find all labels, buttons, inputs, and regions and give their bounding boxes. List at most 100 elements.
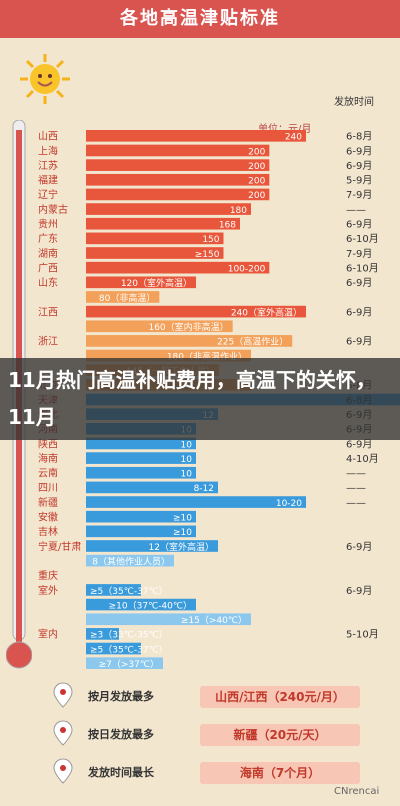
release-period: —— [346, 483, 366, 494]
release-period: 5-10月 [346, 629, 379, 641]
release-period: 6-9月 [346, 219, 372, 231]
bar-value-label: 225（高温作业） [217, 336, 288, 348]
bar [86, 642, 141, 655]
bar [86, 510, 196, 523]
header-bar [0, 0, 400, 38]
bar [86, 437, 196, 450]
bar-value-label: ≥5（35℃-37℃） [90, 644, 168, 655]
bar [86, 466, 196, 479]
release-period: —— [346, 205, 366, 216]
province-label: 辽宁 [38, 188, 58, 201]
bar [86, 173, 270, 186]
bar [86, 232, 224, 245]
province-label: 江苏 [38, 159, 58, 172]
bar [86, 628, 119, 640]
bar [86, 657, 163, 669]
bar [86, 305, 306, 318]
release-period: 6-8月 [346, 131, 372, 143]
caption-overlay [0, 358, 400, 440]
bar-value-label: ≥10（37℃-40℃） [109, 600, 192, 611]
bar-value-label: 12（室外高温） [149, 541, 214, 553]
summary-row: 按月发放最多 山西/江西（240元/月） [52, 682, 372, 712]
bar [86, 159, 270, 171]
summary-row: 发放时间最长 海南（7个月） [52, 758, 372, 788]
bar-value-label: 150 [202, 235, 219, 245]
bar-value-label: 240 [285, 133, 302, 143]
bar-value-label: 10-20 [276, 499, 302, 509]
bar-value-label: ≥10 [173, 514, 192, 524]
bar [86, 261, 270, 274]
bar-value-label: 120（室外高温） [121, 277, 192, 289]
province-label: 新疆 [38, 496, 58, 509]
release-period: 6-10月 [346, 233, 379, 245]
bar [86, 130, 306, 142]
bar [86, 291, 160, 303]
bar [86, 203, 251, 215]
bar [86, 598, 196, 611]
province-label: 室内 [38, 628, 58, 641]
province-label: 广东 [38, 232, 58, 245]
bar [86, 320, 233, 333]
summary-label: 按月发放最多 [88, 690, 154, 703]
province-label: 陕西 [38, 437, 58, 450]
bar-value-label: 200 [248, 147, 265, 157]
bar [86, 144, 270, 157]
province-label: 四川 [38, 483, 58, 494]
province-label: 山西 [38, 131, 58, 143]
bar-value-label: ≥10 [173, 528, 192, 538]
release-period: 6-9月 [346, 438, 372, 450]
release-period: 6-9月 [346, 585, 372, 597]
bar-value-label: ≥150 [195, 250, 220, 260]
bar-value-label: 240（室外高温） [231, 306, 302, 318]
release-period: 6-9月 [346, 145, 372, 157]
summary-row: 按日发放最多 新疆（20元/天） [52, 720, 372, 750]
bar-value-label: 200 [248, 162, 265, 172]
release-period: 6-10月 [346, 262, 379, 274]
bar [86, 276, 196, 289]
release-period: 6-9月 [346, 277, 372, 289]
sun-icon [20, 54, 70, 104]
summary-label: 发放时间最长 [88, 766, 154, 779]
province-label: 海南 [38, 452, 58, 465]
bar-value-label: 10 [181, 455, 193, 465]
bar-value-label: 80（非高温） [99, 292, 155, 304]
release-period: 6-9月 [346, 336, 372, 348]
bar [86, 217, 240, 230]
bar-value-label: 160（室内非高温） [148, 321, 228, 333]
release-period: 6-9月 [346, 541, 372, 553]
bar-value-label: ≥5（35℃-37℃） [90, 586, 168, 597]
watermark: CNrencai [334, 786, 380, 797]
unit-label: 单位：元/月 [258, 124, 312, 135]
summary-value: 山西/江西（240元/月） [200, 686, 360, 708]
bar-value-label: 10 [181, 440, 193, 450]
bar [86, 452, 196, 464]
bar-value-label: 180 [230, 206, 247, 216]
bar [86, 554, 174, 567]
province-label: 湖南 [38, 247, 58, 260]
bar [86, 349, 251, 362]
bar [86, 247, 224, 259]
bar [86, 584, 141, 596]
bar-value-label: 200 [248, 177, 265, 187]
province-label: 宁夏/甘肃 [38, 540, 81, 553]
release-period: —— [346, 498, 366, 509]
release-period: 6-9月 [346, 160, 372, 172]
bar-value-label: 168 [219, 221, 236, 231]
bar-value-label: ≥7（>37℃） [99, 659, 159, 670]
release-period: 7-9月 [346, 248, 372, 260]
bar [86, 525, 196, 538]
bar-value-label: 8-12 [194, 484, 214, 494]
province-label: 安徽 [38, 511, 58, 524]
province-label: 浙江 [38, 336, 58, 348]
bar-value-label: ≥15（>40℃） [181, 615, 247, 626]
province-label: 吉林 [38, 525, 58, 538]
summary-value: 新疆（20元/天） [200, 724, 360, 746]
caption-text: 11月热门高温补贴费用，高温下的关怀，11月 [8, 368, 376, 429]
bar [86, 335, 293, 347]
bar [86, 188, 270, 201]
province-label: 山东 [38, 276, 58, 289]
summary-value: 海南（7个月） [200, 762, 360, 784]
province-label: 广西 [38, 262, 58, 274]
release-period: —— [346, 469, 366, 480]
